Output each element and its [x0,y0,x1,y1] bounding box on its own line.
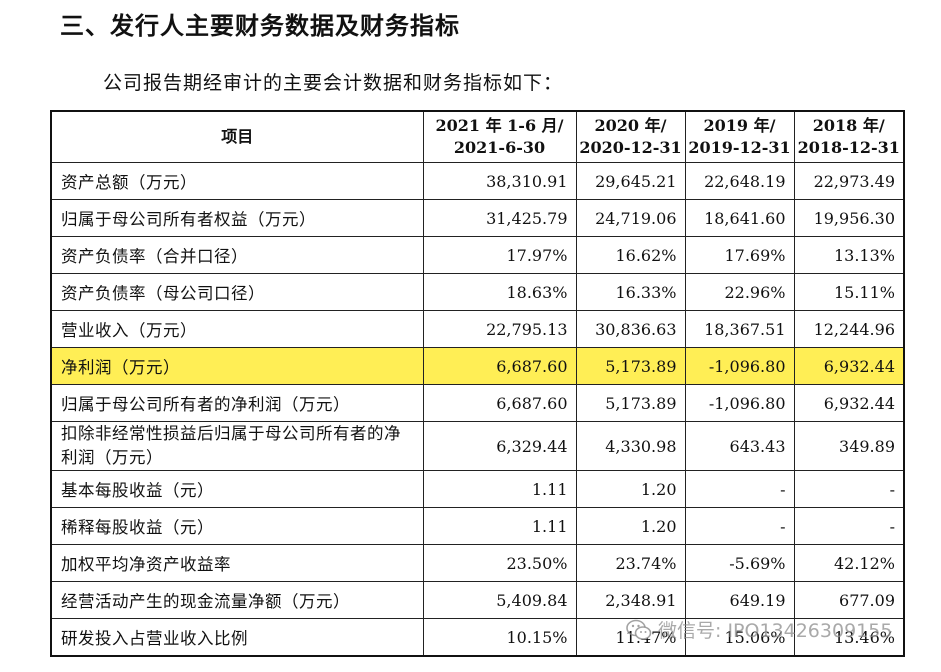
cell-value: - [793,507,905,545]
cell-value: 24,719.06 [575,199,686,237]
table-row: 营业收入（万元） 22,795.13 30,836.63 18,367.51 1… [50,310,905,348]
table-row: 扣除非经常性损益后归属于母公司所有者的净利润（万元） 6,329.44 4,33… [50,421,905,471]
cell-value: 1.20 [575,507,686,545]
header-col-2018: 2018 年/ 2018-12-31 [793,110,905,163]
table-row: 研发投入占营业收入比例 10.15% 11.47% 15.06% 13.46% [50,618,905,657]
cell-value: 10.15% [422,618,577,657]
header-col-2021h1-period: 2021 年 1-6 月/ [435,116,564,135]
row-label: 归属于母公司所有者的净利润（万元） [50,384,424,422]
financial-data-table: 项目 2021 年 1-6 月/ 2021-6-30 2020 年/ 2020-… [50,110,905,657]
row-label: 归属于母公司所有者权益（万元） [50,199,424,237]
row-label: 扣除非经常性损益后归属于母公司所有者的净利润（万元） [50,421,424,471]
cell-value: 18,367.51 [684,310,795,348]
cell-value: 13.46% [793,618,905,657]
intro-text: 公司报告期经审计的主要会计数据和财务指标如下： [103,72,564,94]
header-item: 项目 [50,110,424,163]
section-heading: 三、发行人主要财务数据及财务指标 [60,12,460,40]
cell-value: 30,836.63 [575,310,686,348]
cell-value: 677.09 [793,581,905,619]
row-label: 稀释每股收益（元） [50,507,424,545]
cell-value: 17.69% [684,236,795,274]
cell-value: -1,096.80 [684,384,795,422]
cell-value: - [684,470,795,508]
table-row: 稀释每股收益（元） 1.11 1.20 - - [50,507,905,545]
cell-value: 16.62% [575,236,686,274]
row-label: 加权平均净资产收益率 [50,544,424,582]
cell-value: 1.11 [422,507,577,545]
cell-value: - [793,470,905,508]
cell-value: 18.63% [422,273,577,311]
table-row: 基本每股收益（元） 1.11 1.20 - - [50,470,905,508]
cell-value: 4,330.98 [575,421,686,471]
header-col-2019-date: 2019-12-31 [688,138,791,157]
cell-value: -5.69% [684,544,795,582]
table-row: 资产负债率（合并口径） 17.97% 16.62% 17.69% 13.13% [50,236,905,274]
cell-value: 1.11 [422,470,577,508]
cell-value: 29,645.21 [575,162,686,200]
header-col-2019-period: 2019 年/ [703,116,776,135]
table-row: 归属于母公司所有者权益（万元） 31,425.79 24,719.06 18,6… [50,199,905,237]
cell-value: 6,687.60 [422,347,577,385]
header-col-2021h1-date: 2021-6-30 [453,138,546,157]
table-header-row: 项目 2021 年 1-6 月/ 2021-6-30 2020 年/ 2020-… [50,110,905,163]
table-row: 加权平均净资产收益率 23.50% 23.74% -5.69% 42.12% [50,544,905,582]
header-col-2018-period: 2018 年/ [812,116,885,135]
cell-value: 5,173.89 [575,347,686,385]
header-col-2019: 2019 年/ 2019-12-31 [684,110,795,163]
cell-value: 22,973.49 [793,162,905,200]
cell-value: 6,932.44 [793,384,905,422]
header-col-2020-period: 2020 年/ [594,116,667,135]
row-label: 资产负债率（母公司口径） [50,273,424,311]
cell-value: 643.43 [684,421,795,471]
cell-value: 18,641.60 [684,199,795,237]
cell-value: 349.89 [793,421,905,471]
cell-value: 22,648.19 [684,162,795,200]
cell-value: 649.19 [684,581,795,619]
table-row: 归属于母公司所有者的净利润（万元） 6,687.60 5,173.89 -1,0… [50,384,905,422]
cell-value: 16.33% [575,273,686,311]
header-col-2018-date: 2018-12-31 [797,138,900,157]
cell-value: 15.06% [684,618,795,657]
table-row: 经营活动产生的现金流量净额（万元） 5,409.84 2,348.91 649.… [50,581,905,619]
cell-value: 19,956.30 [793,199,905,237]
row-label: 净利润（万元） [50,347,424,385]
table-row: 资产负债率（母公司口径） 18.63% 16.33% 22.96% 15.11% [50,273,905,311]
table-row-highlighted: 净利润（万元） 6,687.60 5,173.89 -1,096.80 6,93… [50,347,905,385]
cell-value: 31,425.79 [422,199,577,237]
header-col-2020-date: 2020-12-31 [579,138,682,157]
row-label: 研发投入占营业收入比例 [50,618,424,657]
table-row: 资产总额（万元） 38,310.91 29,645.21 22,648.19 2… [50,162,905,200]
cell-value: 42.12% [793,544,905,582]
cell-value: 13.13% [793,236,905,274]
cell-value: 22.96% [684,273,795,311]
cell-value: 17.97% [422,236,577,274]
row-label: 资产负债率（合并口径） [50,236,424,274]
row-label: 经营活动产生的现金流量净额（万元） [50,581,424,619]
cell-value: 12,244.96 [793,310,905,348]
cell-value: 11.47% [575,618,686,657]
cell-value: 6,329.44 [422,421,577,471]
header-col-2020: 2020 年/ 2020-12-31 [575,110,686,163]
cell-value: 2,348.91 [575,581,686,619]
cell-value: 38,310.91 [422,162,577,200]
cell-value: - [684,507,795,545]
row-label: 基本每股收益（元） [50,470,424,508]
cell-value: 6,932.44 [793,347,905,385]
cell-value: 15.11% [793,273,905,311]
header-col-2021h1: 2021 年 1-6 月/ 2021-6-30 [422,110,577,163]
cell-value: 1.20 [575,470,686,508]
cell-value: 22,795.13 [422,310,577,348]
cell-value: -1,096.80 [684,347,795,385]
row-label: 营业收入（万元） [50,310,424,348]
cell-value: 5,173.89 [575,384,686,422]
cell-value: 23.50% [422,544,577,582]
cell-value: 23.74% [575,544,686,582]
cell-value: 5,409.84 [422,581,577,619]
row-label: 资产总额（万元） [50,162,424,200]
cell-value: 6,687.60 [422,384,577,422]
